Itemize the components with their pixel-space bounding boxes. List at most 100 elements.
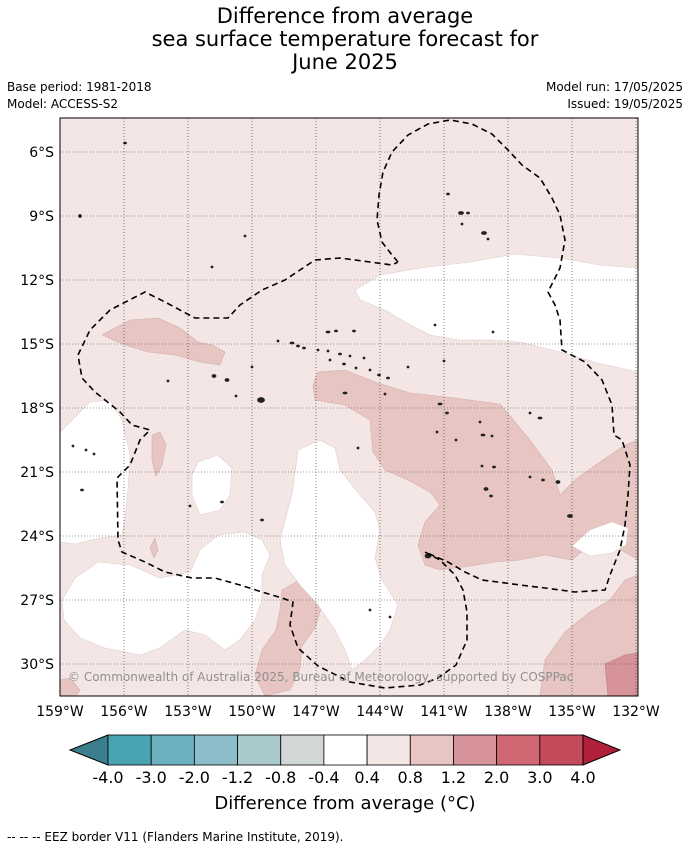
colorbar-tick-label: -0.4: [308, 768, 339, 787]
island-mark: [356, 446, 360, 450]
map-frame: [59, 117, 639, 697]
island-mark: [348, 354, 352, 358]
island-mark: [342, 391, 348, 395]
islands: [71, 141, 573, 619]
lon-tick-label: 153°W: [164, 704, 212, 720]
island-mark: [211, 374, 217, 378]
copyright-notice: © Commonwealth of Australia 2025, Bureau…: [68, 670, 573, 684]
island-mark: [437, 402, 443, 406]
anomaly-fill-pink-band: [312, 369, 638, 571]
colorbar-swatch: [366, 734, 411, 766]
lon-tick-label: 150°W: [228, 704, 276, 720]
island-mark: [458, 211, 464, 215]
issued-date: Issued: 19/05/2025: [567, 97, 683, 111]
title-line-2: sea surface temperature forecast for: [151, 27, 539, 51]
island-mark: [260, 518, 264, 522]
lat-tick-label: 18°S: [20, 401, 54, 417]
island-mark: [250, 365, 254, 369]
colorbar-tick-label: 3.0: [527, 768, 552, 787]
longitude-labels: 159°W 156°W 153°W 150°W 147°W 144°W 141°W 138°W…: [36, 704, 660, 720]
colorbar-max-arrow: [582, 734, 622, 766]
island-mark: [276, 339, 280, 343]
island-mark: [368, 368, 372, 372]
island-mark: [84, 448, 88, 452]
island-mark: [80, 488, 84, 492]
lat-tick-label: 21°S: [20, 465, 54, 481]
anomaly-fill-white-central: [279, 439, 399, 671]
island-mark: [362, 356, 366, 360]
island-mark: [481, 231, 487, 235]
model-name: Model: ACCESS-S2: [7, 97, 119, 111]
colorbar-swatch: [193, 734, 238, 766]
island-mark: [478, 420, 482, 424]
island-mark: [243, 234, 247, 238]
island-mark: [490, 434, 494, 438]
island-mark: [234, 394, 238, 398]
lat-tick-label: 30°S: [20, 657, 54, 673]
anomaly-fill-pink-small-1: [151, 431, 167, 477]
colorbar-swatch: [237, 734, 282, 766]
island-mark: [352, 329, 356, 333]
colorbar-swatch: [107, 734, 152, 766]
island-mark: [302, 346, 306, 350]
island-mark: [433, 323, 437, 327]
lon-tick-label: 147°W: [292, 704, 340, 720]
island-mark: [368, 608, 372, 612]
lon-tick-label: 144°W: [356, 704, 404, 720]
colorbar-tick-label: 2.0: [484, 768, 509, 787]
colorbar-tick-label: 0.4: [354, 768, 379, 787]
island-mark: [78, 214, 82, 218]
lat-tick-label: 27°S: [20, 593, 54, 609]
colorbar-swatch: [280, 734, 325, 766]
island-mark: [334, 329, 338, 333]
island-mark: [442, 359, 446, 363]
island-mark: [289, 341, 295, 345]
island-mark: [454, 438, 458, 442]
island-mark: [325, 330, 331, 334]
colorbar-tick-label: -4.0: [92, 768, 123, 787]
lat-tick-label: 12°S: [20, 273, 54, 289]
anomaly-fill-white-southwest: [61, 531, 271, 656]
lat-tick-label: 6°S: [29, 145, 54, 161]
lat-tick-label: 24°S: [20, 529, 54, 545]
island-mark: [220, 500, 224, 504]
island-mark: [445, 411, 449, 415]
colorbar-tick-label: -3.0: [136, 768, 167, 787]
colorbar-swatch: [453, 734, 498, 766]
island-mark: [383, 392, 387, 396]
island-mark: [460, 222, 464, 226]
eez-legend-note: -- -- -- EEZ border V11 (Flanders Marine…: [7, 830, 344, 844]
anomaly-fill-white-west: [60, 399, 131, 545]
anomaly-fill-white-north: [354, 253, 638, 373]
island-mark: [388, 615, 392, 619]
anomaly-fill-pink-corner: [60, 677, 81, 696]
sst-anomaly-map: [60, 118, 638, 696]
island-mark: [210, 265, 214, 269]
model-run: Model run: 17/05/2025: [545, 80, 683, 94]
island-mark: [491, 330, 495, 334]
colorbar-swatch: [539, 734, 584, 766]
island-mark: [555, 480, 561, 484]
island-mark: [541, 478, 545, 482]
colorbar-tick-label: -0.8: [265, 768, 296, 787]
anomaly-fill-white-east: [571, 521, 629, 557]
island-mark: [483, 487, 489, 491]
island-mark: [166, 379, 170, 383]
island-mark: [528, 475, 532, 479]
island-mark: [528, 411, 532, 415]
island-mark: [354, 366, 358, 370]
eez-border: [77, 119, 631, 689]
island-mark: [435, 430, 439, 434]
island-mark: [486, 237, 490, 241]
title-line-3: June 2025: [292, 50, 398, 74]
island-mark: [342, 362, 346, 366]
island-mark: [328, 358, 332, 362]
island-mark: [92, 452, 96, 456]
lat-tick-label: 9°S: [29, 209, 54, 225]
island-mark: [386, 376, 390, 380]
anomaly-fill-pink-west: [101, 317, 226, 366]
island-mark: [466, 211, 470, 215]
colorbar-tick-label: -2.0: [179, 768, 210, 787]
island-mark: [257, 397, 265, 403]
lon-tick-label: 138°W: [484, 704, 532, 720]
